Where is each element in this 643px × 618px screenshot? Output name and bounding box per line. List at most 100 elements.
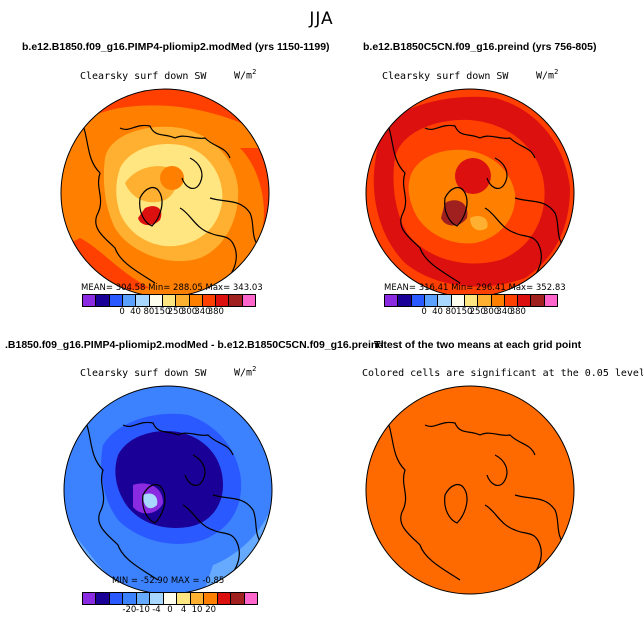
colorbar-tick-label: 20 <box>205 605 217 615</box>
colorbar-tick-label: 300 <box>482 307 500 317</box>
colorbar-tick-label: 300 <box>180 307 198 317</box>
panel2-colorbar <box>384 294 558 307</box>
colorbar-swatch <box>109 593 124 604</box>
colorbar-swatch <box>504 295 519 306</box>
colorbar-swatch <box>451 295 465 306</box>
colorbar-swatch <box>83 593 97 604</box>
colorbar-swatch <box>190 593 205 604</box>
panel1-field-red-east <box>240 148 269 238</box>
colorbar-tick-label: 250 <box>469 307 486 317</box>
panel1-stats: MEAN= 304.58 Min= 288.05 Max= 343.03 <box>81 283 263 293</box>
colorbar-tick-label: 380 <box>207 307 224 317</box>
colorbar-swatch <box>189 295 203 306</box>
panel4-title: T-test of the two means at each grid poi… <box>374 339 582 351</box>
panel2-field-red-spot <box>455 158 491 194</box>
colorbar-tick-label: 80 <box>445 307 457 317</box>
colorbar-swatch <box>464 295 479 306</box>
panel1-colorbar <box>82 294 256 307</box>
panel1-colorbar-labels: 0 40 80 150 250 300 340 380 <box>82 307 256 318</box>
colorbar-swatch <box>438 295 452 306</box>
colorbar-tick-label: 40 <box>130 307 141 317</box>
panel4-polar-map <box>365 385 575 595</box>
colorbar-tick-label: 40 <box>432 307 443 317</box>
panel3-field-light-spot <box>143 493 158 509</box>
panel2-field-orange-patch <box>470 216 488 231</box>
colorbar-swatch <box>83 295 97 306</box>
colorbar-swatch <box>424 295 439 306</box>
colorbar-tick-label: 4 <box>180 605 187 615</box>
panel3-subtitle: Clearsky surf down SW <box>80 368 207 379</box>
colorbar-swatch <box>202 295 217 306</box>
colorbar-swatch <box>96 295 110 306</box>
colorbar-swatch <box>163 593 178 604</box>
panel4-field-significant <box>366 386 574 594</box>
panel2-title: b.e12.B1850C5CN.f09_g16.preind (yrs 756-… <box>363 41 597 53</box>
colorbar-tick-label: 340 <box>496 307 513 317</box>
colorbar-tick-label: 380 <box>509 307 526 317</box>
colorbar-tick-label: -4 <box>152 605 161 615</box>
panel4-coastlines <box>384 414 566 586</box>
colorbar-tick-label: -10 <box>135 605 150 615</box>
panel3-stats: MIN = -52.90 MAX = -0.85 <box>112 576 225 586</box>
colorbar-tick-label: 0 <box>119 307 125 317</box>
colorbar-swatch <box>244 593 258 604</box>
colorbar-swatch <box>242 295 256 306</box>
panel1-field-greenland-red <box>138 206 162 226</box>
colorbar-swatch <box>123 593 137 604</box>
panel2-field-greenland-dark <box>441 200 468 226</box>
colorbar-tick-label: 150 <box>456 307 473 317</box>
colorbar-swatch <box>478 295 492 306</box>
colorbar-swatch <box>385 295 399 306</box>
colorbar-swatch <box>204 593 218 604</box>
panel1-field-spot <box>160 166 184 190</box>
colorbar-tick-label: 250 <box>167 307 184 317</box>
colorbar-swatch <box>544 295 558 306</box>
colorbar-swatch <box>531 295 545 306</box>
panel2-subtitle: Clearsky surf down SW <box>382 71 509 82</box>
colorbar-swatch <box>491 295 505 306</box>
panel3-colorbar-labels: -20 -10 -4 0 4 10 20 <box>82 605 258 616</box>
colorbar-swatch <box>177 593 191 604</box>
panel1-polar-map <box>60 88 270 298</box>
panel1-subtitle: Clearsky surf down SW <box>80 71 207 82</box>
colorbar-swatch <box>411 295 425 306</box>
colorbar-swatch <box>398 295 412 306</box>
colorbar-swatch <box>176 295 190 306</box>
panel2-units: W/m2 <box>536 68 559 82</box>
colorbar-swatch <box>109 295 123 306</box>
panel2-stats: MEAN= 316.41 Min= 296.41 Max= 352.83 <box>384 283 566 293</box>
colorbar-swatch <box>231 593 245 604</box>
colorbar-swatch <box>229 295 243 306</box>
panel1-title: b.e12.B1850.f09_g16.PIMP4-pliomip2.modMe… <box>22 41 330 53</box>
colorbar-swatch <box>96 593 110 604</box>
colorbar-swatch <box>216 295 230 306</box>
panel2-coastlines <box>384 117 566 289</box>
colorbar-tick-label: 0 <box>167 605 173 615</box>
colorbar-swatch <box>217 593 232 604</box>
colorbar-swatch <box>122 295 137 306</box>
colorbar-swatch <box>136 593 151 604</box>
panel3-colorbar <box>82 592 258 605</box>
colorbar-swatch <box>136 295 150 306</box>
colorbar-tick-label: 0 <box>421 307 427 317</box>
colorbar-tick-label: 150 <box>154 307 171 317</box>
panel1-coastlines <box>79 117 261 289</box>
panel2-polar-map <box>365 88 575 298</box>
panel3-units: W/m2 <box>234 365 257 379</box>
colorbar-tick-label: 340 <box>194 307 211 317</box>
panel3-coastlines <box>82 414 264 586</box>
colorbar-swatch <box>150 593 164 604</box>
panel4-map-border <box>365 385 575 595</box>
colorbar-swatch <box>149 295 163 306</box>
panel2-colorbar-labels: 0 40 80 150 250 300 340 380 <box>384 307 558 318</box>
panel3-title: .B1850.f09_g16.PIMP4-pliomip2.modMed - b… <box>5 339 384 351</box>
colorbar-tick-label: 10 <box>191 605 203 615</box>
panel1-units: W/m2 <box>234 68 257 82</box>
colorbar-swatch <box>162 295 177 306</box>
panel3-polar-map <box>63 385 273 595</box>
figure-title: JJA <box>309 9 334 29</box>
panel4-subtitle: Colored cells are significant at the 0.0… <box>362 368 643 379</box>
colorbar-swatch <box>518 295 532 306</box>
colorbar-tick-label: -20 <box>122 605 137 615</box>
colorbar-tick-label: 80 <box>143 307 155 317</box>
